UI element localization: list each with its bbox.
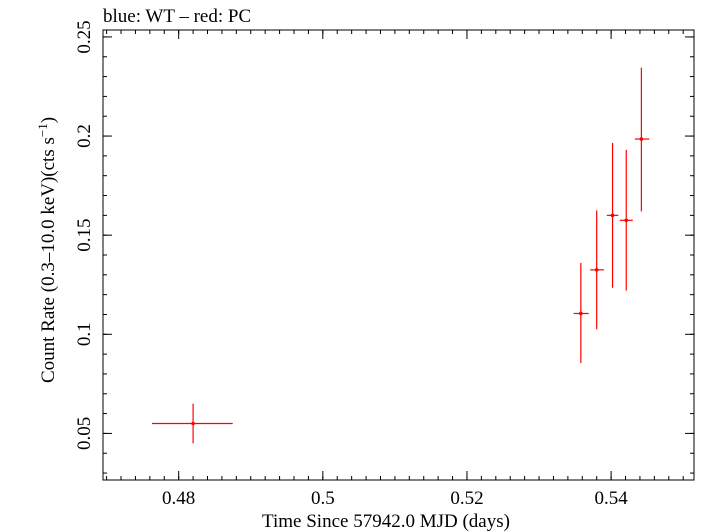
y-axis-label-superscript: −1 [35,123,50,137]
y-tick-label: 0.1 [74,322,95,346]
y-axis-label: Count Rate (0.3–10.0 keV)(cts s−1) [35,117,59,383]
y-tick-label: 0.2 [74,124,95,148]
pc-data-point [152,403,233,444]
x-tick-label: 0.48 [162,488,195,509]
point-marker [610,213,615,218]
pc-data-point [619,149,633,291]
point-marker [191,421,195,426]
y-tick-label: 0.05 [74,417,95,450]
y-axis-label-close: ) [38,117,59,123]
x-tick-label: 0.5 [311,488,335,509]
y-tick-label: 0.25 [74,20,95,53]
point-marker [624,218,629,223]
pc-data-point [634,67,650,212]
pc-data-point [573,262,589,364]
y-tick-label: 0.15 [74,219,95,252]
point-marker [579,311,583,316]
x-tick-label: 0.52 [450,488,483,509]
data-points [152,67,650,444]
y-axis-label-main: Count Rate (0.3–10.0 keV)(cts s [38,137,59,383]
point-marker [594,268,599,272]
plot-frame [102,29,695,481]
x-tick-label: 0.54 [594,488,628,509]
chart-title: blue: WT – red: PC [103,6,251,27]
axes: 0.48 0.5 0.52 0.54 0.05 0.1 0.15 0.2 0.25 [74,20,694,509]
point-marker [639,137,644,141]
pc-data-point [590,210,604,330]
x-axis-label: Time Since 57942.0 MJD (days) [262,511,510,532]
pc-data-point [606,142,619,288]
